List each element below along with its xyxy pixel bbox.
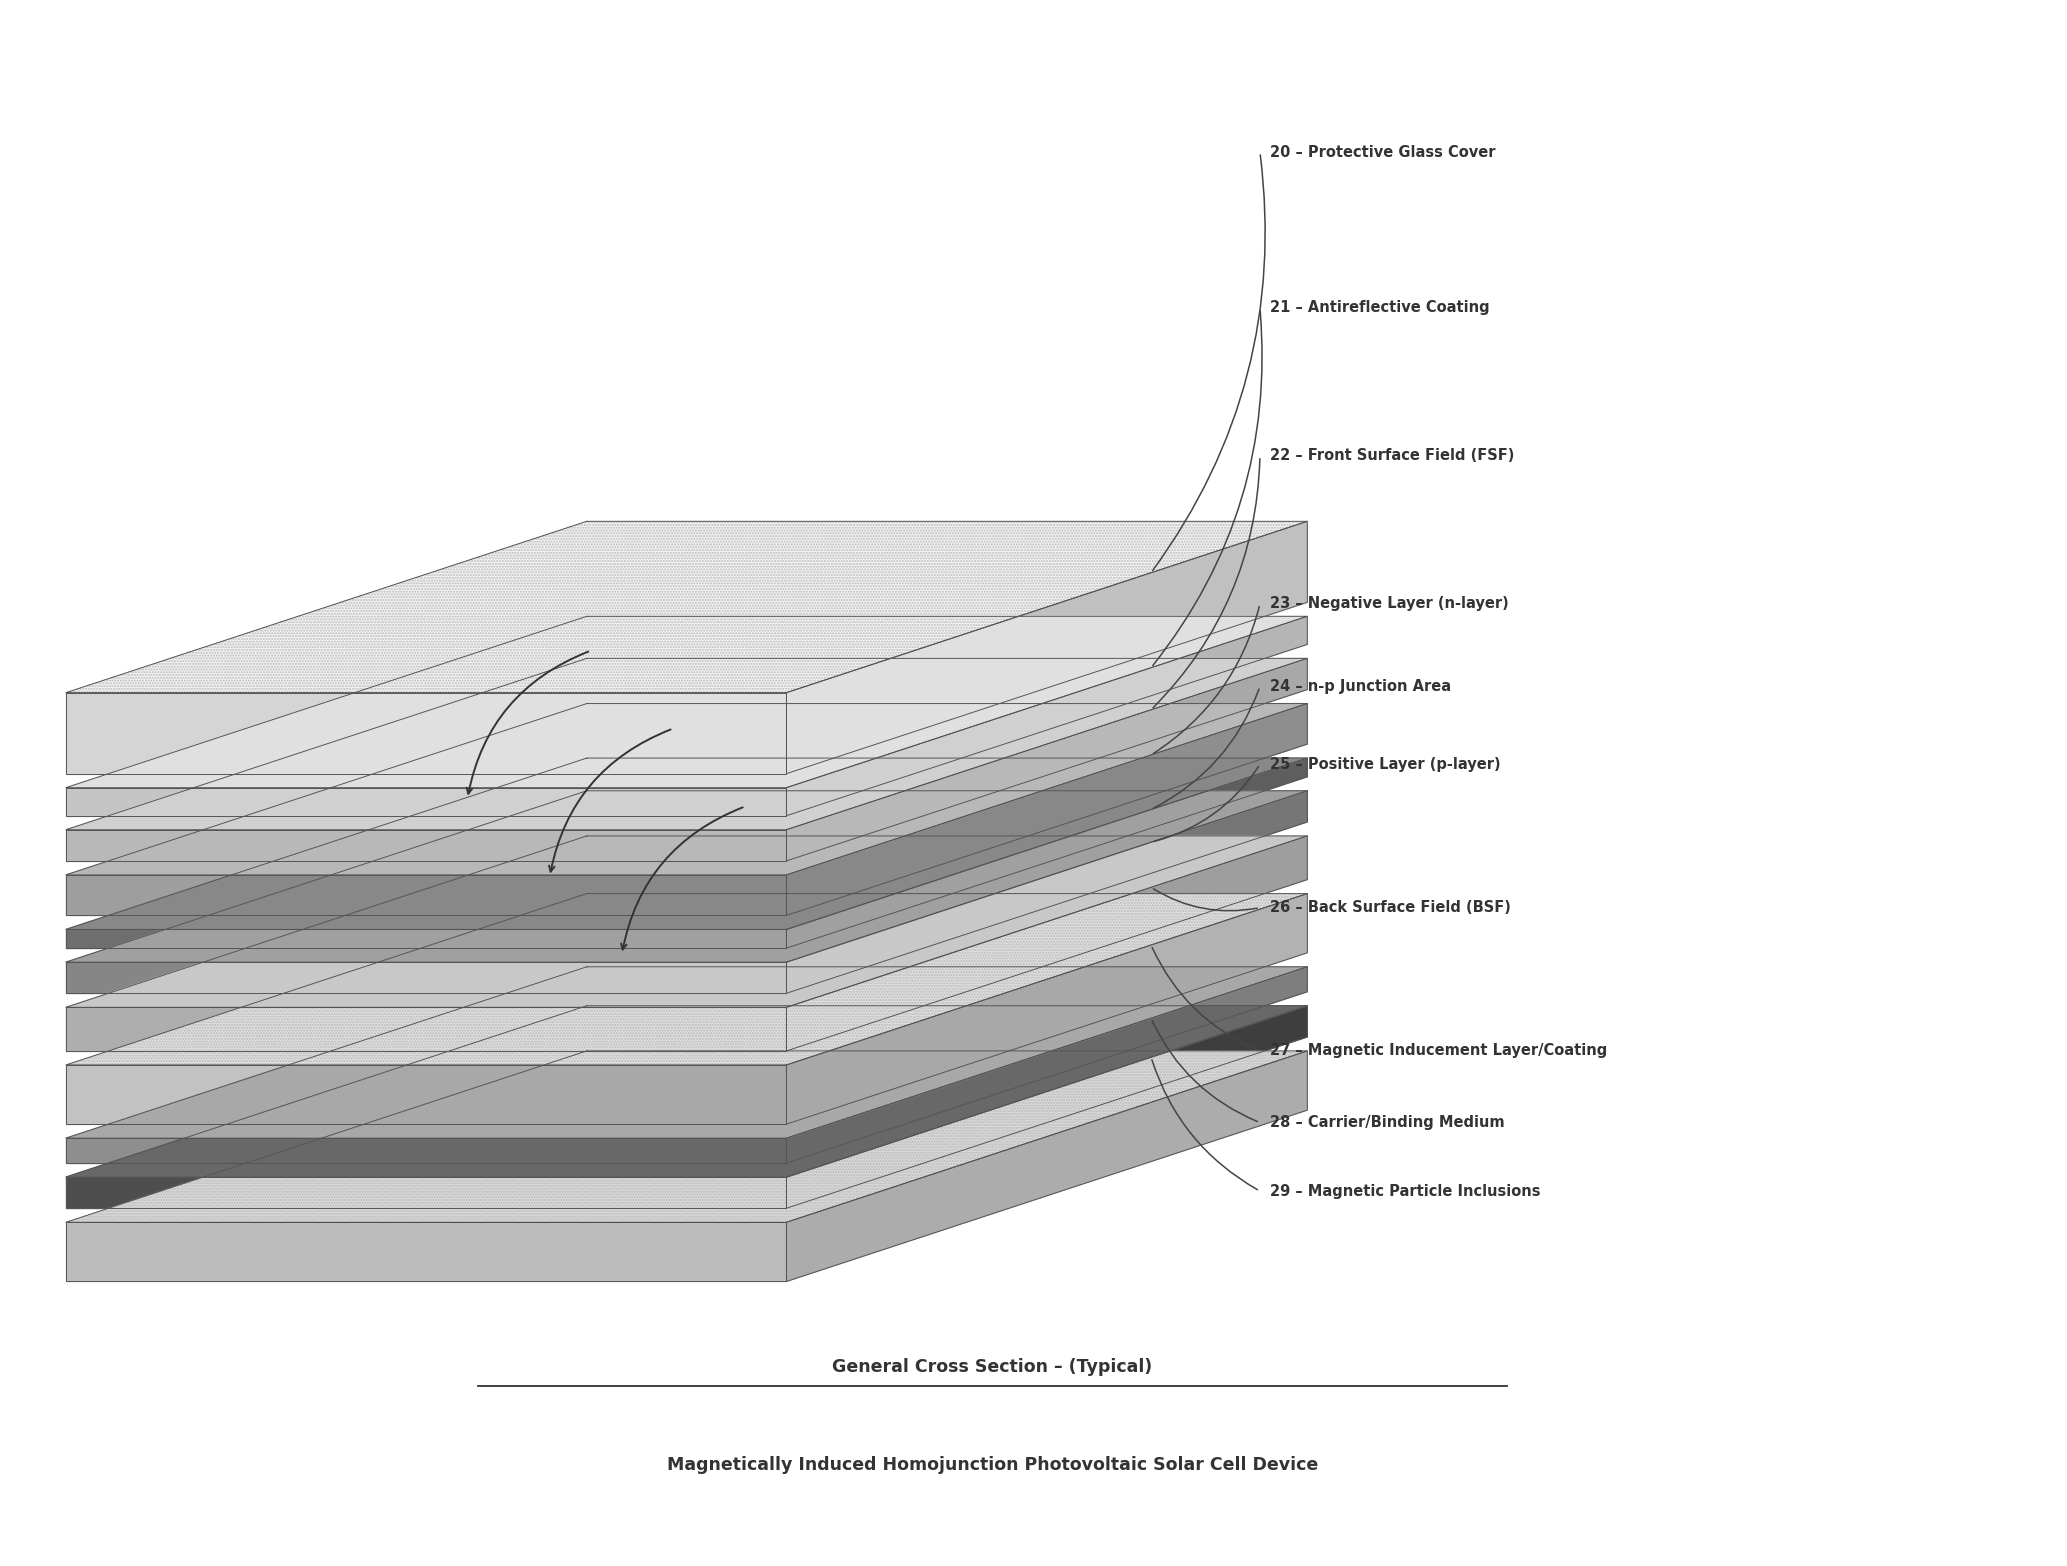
Polygon shape xyxy=(66,617,1306,788)
Polygon shape xyxy=(785,1005,1306,1209)
Polygon shape xyxy=(785,617,1306,816)
Polygon shape xyxy=(66,929,785,947)
Polygon shape xyxy=(785,966,1306,1164)
Polygon shape xyxy=(66,1178,785,1209)
Polygon shape xyxy=(66,1051,1306,1221)
Polygon shape xyxy=(66,875,785,916)
Polygon shape xyxy=(66,1065,785,1124)
Polygon shape xyxy=(66,894,1306,1065)
Text: 20 – Protective Glass Cover: 20 – Protective Glass Cover xyxy=(1271,144,1497,160)
Text: 29 – Magnetic Particle Inclusions: 29 – Magnetic Particle Inclusions xyxy=(1271,1184,1540,1198)
Polygon shape xyxy=(785,1051,1306,1281)
Polygon shape xyxy=(66,962,785,993)
Text: 28 – Carrier/Binding Medium: 28 – Carrier/Binding Medium xyxy=(1271,1115,1505,1131)
Text: 24 – n-p Junction Area: 24 – n-p Junction Area xyxy=(1271,680,1451,694)
Text: 22 – Front Surface Field (FSF): 22 – Front Surface Field (FSF) xyxy=(1271,448,1515,464)
Text: 27 – Magnetic Inducement Layer/Coating: 27 – Magnetic Inducement Layer/Coating xyxy=(1271,1043,1608,1059)
Text: 21 – Antireflective Coating: 21 – Antireflective Coating xyxy=(1271,301,1490,315)
Polygon shape xyxy=(66,1005,1306,1178)
Polygon shape xyxy=(785,791,1306,993)
Polygon shape xyxy=(66,1138,785,1164)
Polygon shape xyxy=(785,703,1306,916)
Polygon shape xyxy=(66,791,1306,962)
Polygon shape xyxy=(785,894,1306,1124)
Polygon shape xyxy=(66,521,1306,692)
Polygon shape xyxy=(66,830,785,861)
Text: Magnetically Induced Homojunction Photovoltaic Solar Cell Device: Magnetically Induced Homojunction Photov… xyxy=(668,1456,1319,1474)
Polygon shape xyxy=(66,788,785,816)
Polygon shape xyxy=(66,703,1306,875)
Text: 25 – Positive Layer (p-layer): 25 – Positive Layer (p-layer) xyxy=(1271,756,1501,772)
Polygon shape xyxy=(66,692,785,774)
Polygon shape xyxy=(66,966,1306,1138)
Polygon shape xyxy=(66,658,1306,830)
Polygon shape xyxy=(66,836,1306,1007)
Polygon shape xyxy=(785,521,1306,774)
Polygon shape xyxy=(66,1007,785,1051)
Text: 26 – Back Surface Field (BSF): 26 – Back Surface Field (BSF) xyxy=(1271,900,1511,915)
Polygon shape xyxy=(785,658,1306,861)
Polygon shape xyxy=(785,836,1306,1051)
Text: General Cross Section – (Typical): General Cross Section – (Typical) xyxy=(833,1358,1153,1377)
Polygon shape xyxy=(66,758,1306,929)
Text: 23 – Negative Layer (n-layer): 23 – Negative Layer (n-layer) xyxy=(1271,597,1509,611)
Polygon shape xyxy=(785,758,1306,947)
Polygon shape xyxy=(66,1221,785,1281)
